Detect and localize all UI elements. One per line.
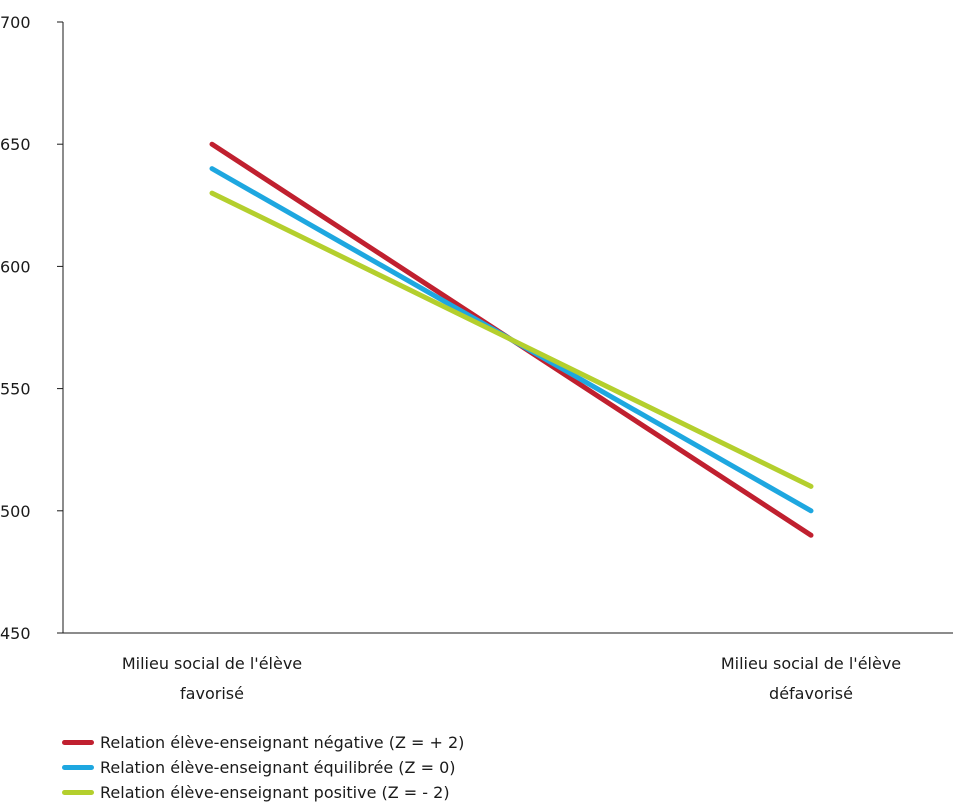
legend-label-negative: Relation élève-enseignant négative (Z = … <box>100 733 465 752</box>
x-category-label-defavorise: Milieu social de l'élève défavorisé <box>681 649 941 709</box>
series-line-2 <box>209 190 814 489</box>
y-tick-label: 500 <box>0 502 31 521</box>
y-axis-ticks: 450 500 550 600 650 700 <box>0 13 63 643</box>
x-category-label-line: Milieu social de l'élève <box>720 654 902 673</box>
series-lines <box>209 141 814 538</box>
legend: Relation élève-enseignant négative (Z = … <box>62 730 464 805</box>
legend-item-negative: Relation élève-enseignant négative (Z = … <box>62 730 464 755</box>
legend-item-positive: Relation élève-enseignant positive (Z = … <box>62 780 464 805</box>
legend-item-equilibree: Relation élève-enseignant équilibrée (Z … <box>62 755 464 780</box>
y-tick-label: 450 <box>0 624 31 643</box>
y-tick-label: 650 <box>0 135 31 154</box>
legend-swatch-equilibree <box>62 765 94 770</box>
y-tick-label: 600 <box>0 257 31 276</box>
x-category-label-line: défavorisé <box>769 684 853 703</box>
legend-swatch-negative <box>62 740 94 745</box>
x-category-label-line: favorisé <box>180 684 244 703</box>
legend-label-equilibree: Relation élève-enseignant équilibrée (Z … <box>100 758 456 777</box>
y-tick-label: 700 <box>0 13 31 32</box>
x-category-label-line: Milieu social de l'élève <box>121 654 303 673</box>
x-category-label-favorise: Milieu social de l'élève favorisé <box>82 649 342 709</box>
y-tick-label: 550 <box>0 380 31 399</box>
legend-swatch-positive <box>62 790 94 795</box>
legend-label-positive: Relation élève-enseignant positive (Z = … <box>100 783 450 802</box>
